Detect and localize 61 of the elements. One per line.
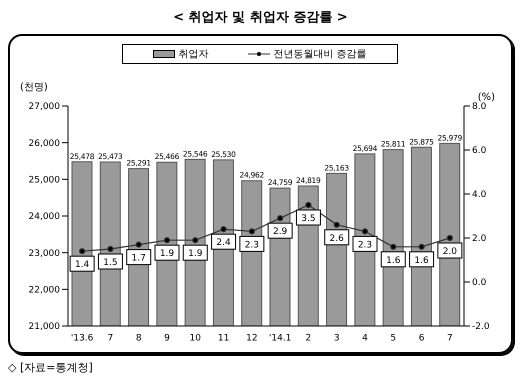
data-label: 2.3	[244, 240, 260, 250]
text: ◇ [자료=통계청]	[8, 360, 94, 375]
y-tick-label: 27,000	[28, 102, 60, 112]
data-label: 2.3	[358, 240, 372, 250]
point	[390, 244, 396, 250]
x-tick-label: 8	[136, 333, 142, 344]
data-label: 1.7	[132, 254, 146, 264]
x-tick-label: 11	[218, 333, 230, 344]
data-label: 1.9	[188, 249, 203, 260]
x-tick-label: 9	[164, 333, 170, 344]
point	[79, 248, 86, 254]
point	[418, 244, 425, 250]
y-tick-label: 22,000	[28, 286, 60, 296]
x-tick-label: 2	[306, 333, 312, 344]
y2-tick-label: 8.0	[472, 102, 487, 112]
data-label: 2.6	[330, 234, 344, 244]
data-label: 1.4	[74, 260, 90, 270]
y2-axis-title: (%)	[478, 92, 495, 103]
data-label: 1.5	[103, 258, 118, 268]
x-tick-label: '14.1	[268, 333, 292, 344]
point	[446, 234, 453, 242]
y-tick-label: 25,000	[28, 176, 60, 186]
x-tick-label: 4	[362, 333, 368, 344]
data-label: 1.6	[414, 256, 429, 266]
x-tick-label: 12	[246, 333, 258, 344]
point	[277, 215, 284, 222]
point	[164, 237, 170, 244]
point	[136, 242, 142, 248]
point	[362, 228, 368, 234]
y2-tick-label: 4.0	[472, 190, 487, 200]
legend-label: 취업자	[177, 48, 208, 61]
point	[192, 237, 198, 244]
x-tick-label: 3	[334, 333, 340, 344]
y-tick-label: 21,000	[28, 322, 60, 332]
data-label: 1.6	[386, 256, 401, 266]
data-label: 2.0	[442, 247, 458, 257]
x-tick-label: 5	[390, 333, 396, 344]
point	[107, 246, 114, 252]
y-tick-label: 23,000	[28, 248, 60, 259]
data-label: 3.5	[301, 214, 316, 224]
data-label: 1.9	[160, 249, 174, 260]
point	[248, 228, 255, 234]
data-label: 2.4	[216, 238, 231, 248]
y2-tick-label: 2.0	[472, 234, 487, 244]
y-tick-label: 26,000	[28, 138, 60, 149]
point	[220, 226, 227, 232]
y2-tick-label: 0.0	[472, 278, 487, 288]
x-tick-label: 6	[418, 333, 425, 344]
chart-title: < 취업자 및 취업자 증감률 >	[172, 9, 349, 27]
x-tick-label: '13.6	[70, 333, 94, 344]
point	[334, 222, 340, 228]
y-axis-title: (천명)	[20, 81, 48, 94]
legend-label: 전년동월대비 증감률	[272, 48, 367, 61]
x-tick-label: 7	[446, 333, 453, 344]
x-tick-label: 7	[108, 333, 114, 344]
x-tick-label: 10	[190, 333, 202, 344]
y-tick-label: 24,000	[28, 212, 60, 222]
point	[305, 202, 312, 208]
y2-tick-label: 6.0	[472, 146, 487, 156]
y2-tick-label: -2.0	[472, 322, 490, 332]
data-label: 2.9	[272, 227, 288, 238]
